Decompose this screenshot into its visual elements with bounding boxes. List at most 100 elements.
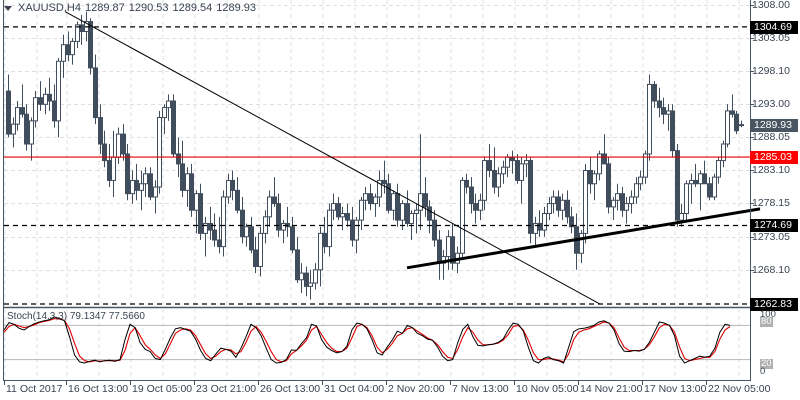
candle-bear bbox=[588, 170, 593, 185]
candle-bull bbox=[716, 160, 721, 178]
stoch-level-0: 0 bbox=[760, 366, 766, 377]
candle-bull bbox=[70, 40, 75, 56]
price-level-tag: 1304.69 bbox=[750, 21, 798, 34]
candle-bull bbox=[194, 193, 199, 211]
candle-bear bbox=[208, 222, 213, 231]
stoch-main-line bbox=[3, 316, 731, 364]
candle-bull bbox=[482, 160, 487, 201]
candle-bear bbox=[487, 160, 492, 172]
time-tick-label: 26 Oct 13:00 bbox=[260, 383, 321, 395]
candle-bull bbox=[391, 193, 396, 211]
candle-bull bbox=[331, 203, 336, 211]
candle-bear bbox=[235, 189, 240, 211]
candle-bull bbox=[684, 183, 689, 215]
candle-bull bbox=[299, 272, 304, 281]
candle-bear bbox=[134, 179, 139, 191]
candle-bear bbox=[20, 107, 25, 115]
candle-bear bbox=[171, 100, 176, 155]
candle-bull bbox=[221, 196, 226, 248]
time-tick-label: 19 Oct 05:00 bbox=[132, 383, 193, 395]
candle-bull bbox=[611, 199, 616, 208]
candle-bear bbox=[602, 153, 607, 165]
candle-bear bbox=[693, 179, 698, 185]
candle-bull bbox=[496, 173, 501, 188]
time-tick-label: 31 Oct 04:00 bbox=[324, 383, 385, 395]
candle-bear bbox=[230, 179, 235, 191]
candle-bull bbox=[33, 97, 38, 122]
chart-header: XAUUSD,H4 1289.87 1290.53 1289.54 1289.9… bbox=[4, 2, 256, 14]
candle-bull bbox=[739, 124, 744, 127]
candle-bear bbox=[249, 226, 254, 251]
candle-bear bbox=[569, 216, 574, 228]
candle-bear bbox=[107, 160, 112, 181]
candle-bear bbox=[148, 173, 153, 198]
candle-bull bbox=[597, 153, 602, 175]
candle-bear bbox=[336, 203, 341, 218]
candle-bull bbox=[725, 110, 730, 145]
candle-bull bbox=[501, 166, 506, 175]
price-tick-label: 1268.10 bbox=[752, 264, 790, 276]
candle-bear bbox=[98, 117, 103, 145]
ascending-support-trendline bbox=[406, 207, 761, 270]
candle-bull bbox=[519, 163, 524, 181]
time-tick-label: 2 Nov 20:00 bbox=[388, 383, 445, 395]
candle-bear bbox=[176, 153, 181, 165]
price-level-tag: 1262.83 bbox=[750, 298, 798, 311]
candle-bear bbox=[565, 199, 570, 218]
candle-bear bbox=[304, 272, 309, 287]
candle-bear bbox=[437, 239, 442, 264]
candle-bull bbox=[244, 226, 249, 238]
candle-bear bbox=[492, 170, 497, 188]
candle-bear bbox=[272, 196, 277, 205]
candle-bear bbox=[652, 83, 657, 102]
candle-bear bbox=[620, 193, 625, 211]
candle-bull bbox=[185, 173, 190, 191]
candle-bull bbox=[460, 179, 465, 254]
price-tick-label: 1293.00 bbox=[752, 98, 790, 110]
candle-bear bbox=[276, 203, 281, 231]
candle-bull bbox=[143, 173, 148, 185]
candle-bull bbox=[615, 193, 620, 201]
candle-bear bbox=[290, 226, 295, 251]
candle-bear bbox=[432, 219, 437, 241]
candle-bull bbox=[226, 179, 231, 198]
candle-bear bbox=[345, 213, 350, 221]
candle-bull bbox=[579, 232, 584, 254]
candle-bear bbox=[657, 100, 662, 109]
descending-resistance-trendline bbox=[64, 11, 601, 305]
time-tick-label: 14 Nov 21:00 bbox=[580, 383, 643, 395]
collapse-triangle-icon[interactable] bbox=[4, 5, 12, 11]
candle-bull bbox=[624, 203, 629, 211]
stochastic-label: Stoch(14,3,3) 79.1347 77.5660 bbox=[7, 311, 145, 322]
candle-bear bbox=[322, 232, 327, 248]
price-tick-label: 1273.05 bbox=[752, 231, 790, 243]
candle-bull bbox=[111, 156, 116, 181]
candle-bear bbox=[405, 203, 410, 224]
candle-bull bbox=[308, 282, 313, 287]
candle-bull bbox=[698, 173, 703, 185]
candle-bull bbox=[11, 123, 16, 135]
candle-bull bbox=[524, 160, 529, 165]
stoch-level-80: 80 bbox=[760, 316, 773, 327]
candle-bear bbox=[661, 107, 666, 115]
candle-bear bbox=[253, 249, 258, 267]
candle-bull bbox=[414, 209, 419, 215]
candle-bull bbox=[363, 193, 368, 201]
candle-bull bbox=[162, 107, 167, 119]
candle-bull bbox=[130, 179, 135, 195]
candle-bull bbox=[629, 196, 634, 205]
candle-bull bbox=[478, 199, 483, 211]
candle-bear bbox=[217, 239, 222, 248]
candle-bear bbox=[350, 219, 355, 241]
ohlc-close: 1289.93 bbox=[216, 2, 257, 14]
candle-bull bbox=[61, 44, 66, 62]
candle-bull bbox=[446, 236, 451, 258]
candle-bull bbox=[400, 203, 405, 221]
candle-bull bbox=[418, 193, 423, 211]
candle-bull bbox=[354, 219, 359, 241]
candle-bull bbox=[153, 186, 158, 198]
time-tick-label: 17 Nov 13:00 bbox=[644, 383, 707, 395]
candle-bear bbox=[212, 229, 217, 241]
